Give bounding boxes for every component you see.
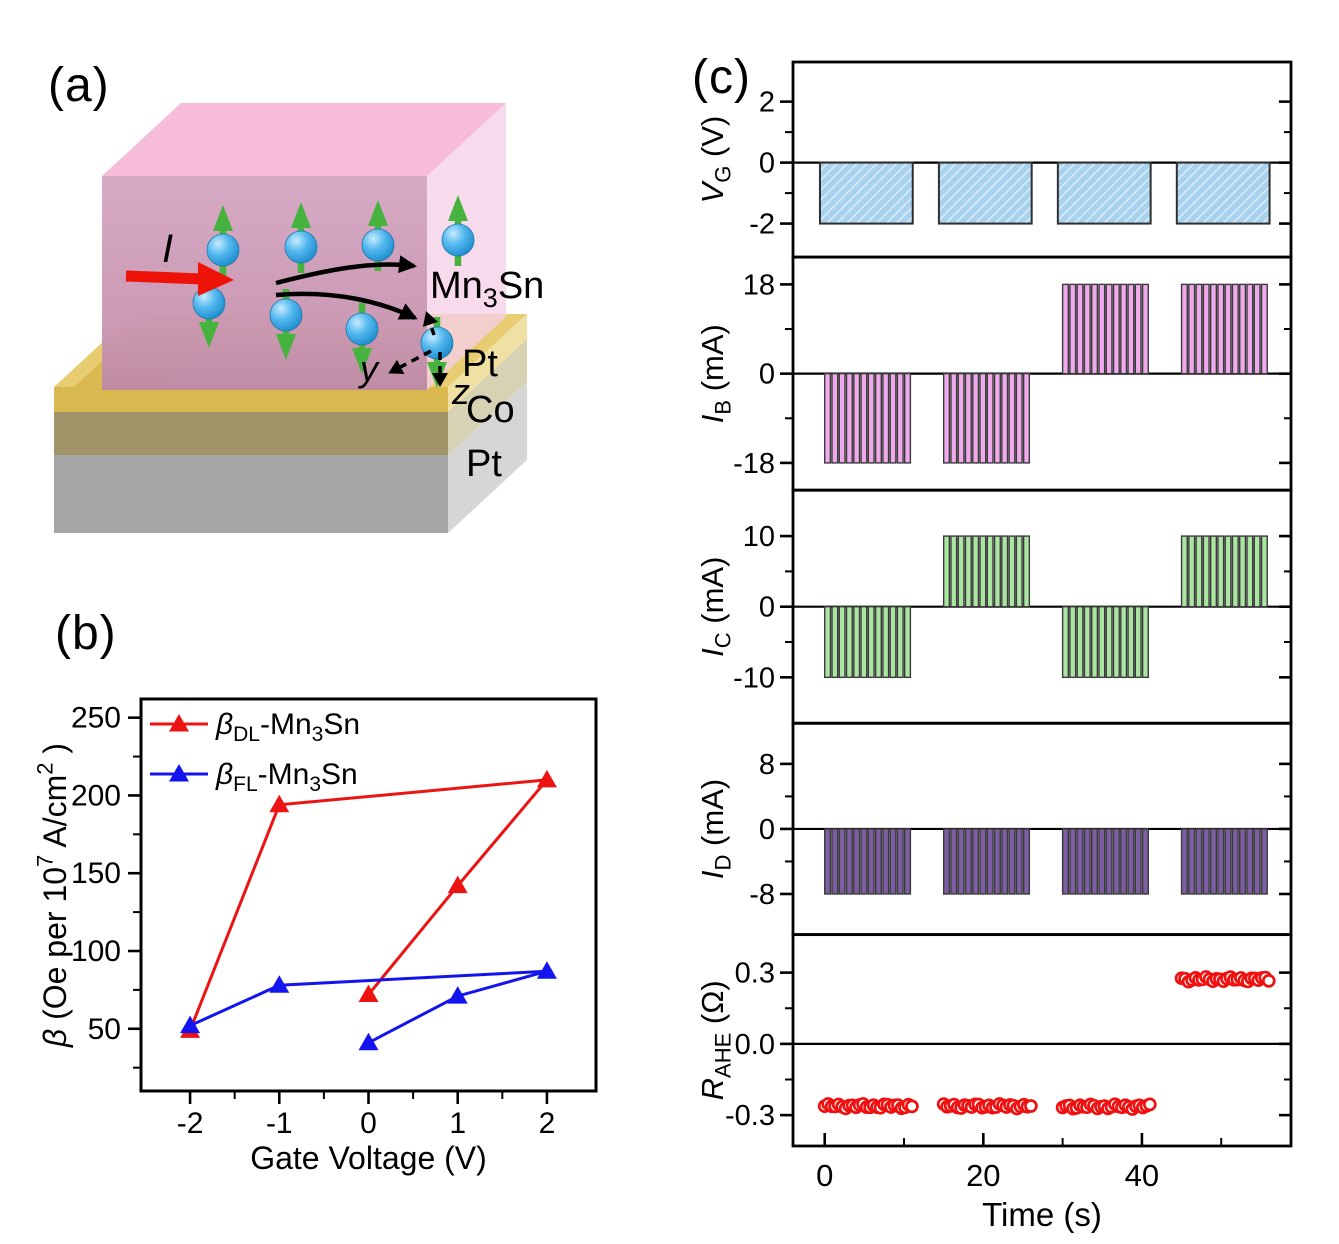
id-subpanel: 8 0 -8 ID (mA) (695, 721, 1293, 937)
svg-text:18: 18 (743, 269, 775, 301)
svg-text:2: 2 (539, 1107, 556, 1140)
svg-text:100: 100 (71, 935, 121, 968)
vg-subpanel: 2 0 -2 VG (V) (695, 60, 1293, 259)
ib-ylabel: IB (mA) (695, 324, 735, 423)
svg-text:-2: -2 (749, 209, 775, 241)
panel-c-xlabel: Time (s) (982, 1196, 1102, 1233)
layer-label-pt-top: Pt (462, 343, 498, 385)
co-layer-right (448, 339, 527, 455)
svg-text:150: 150 (71, 857, 121, 890)
svg-text:0: 0 (360, 1107, 377, 1140)
panel-b-ylabel: β (Oe per 107 A/cm2 ) (33, 743, 73, 1048)
panel-c-time-axis: 0 20 40 Time (s) (816, 1133, 1223, 1233)
svg-text:-0.3: -0.3 (725, 1100, 775, 1132)
ic-ylabel: IC (mA) (695, 557, 735, 657)
panel-b-series-0 (180, 769, 557, 1038)
deflection-arrow-down-icon (275, 291, 418, 321)
panel-b-label: (b) (55, 607, 117, 660)
layer-label-co: Co (466, 389, 515, 431)
svg-text:-18: -18 (733, 448, 775, 480)
svg-text:50: 50 (88, 1013, 121, 1046)
panel-c-label: (c) (692, 51, 751, 104)
svg-text:0: 0 (759, 592, 775, 624)
svg-text:-2: -2 (177, 1107, 204, 1140)
rahe-ylabel: RAHE (Ω) (695, 980, 735, 1100)
current-label: I (162, 227, 173, 271)
svg-text:200: 200 (71, 779, 121, 812)
axis-y-dashed-icon (388, 349, 432, 374)
svg-text:0.3: 0.3 (735, 958, 775, 990)
pt-bottom-layer-front (54, 455, 448, 533)
svg-text:-10: -10 (733, 662, 775, 694)
svg-text:0.0: 0.0 (735, 1029, 775, 1061)
axis-up-dashed-icon (422, 311, 439, 336)
deflection-arrow-up-icon (275, 255, 417, 286)
current-arrowhead-icon (198, 262, 234, 296)
mn3sn-box-top (102, 103, 506, 176)
axis-y-label: y (357, 348, 380, 389)
svg-text:10: 10 (743, 521, 775, 553)
svg-text:0: 0 (816, 1158, 833, 1193)
svg-text:20: 20 (966, 1158, 1000, 1193)
svg-text:0: 0 (759, 148, 775, 180)
svg-text:40: 40 (1125, 1158, 1159, 1193)
panel-b-legend: βDL-Mn3Sn βFL-Mn3Sn (150, 708, 360, 796)
axis-z-label: z (451, 371, 470, 412)
panel-b-series-1 (180, 961, 557, 1051)
pt-bottom-layer-right (448, 382, 527, 533)
current-arrow-icon (125, 270, 203, 285)
pt-top-layer-front (54, 387, 448, 412)
mn3sn-box-front (102, 176, 427, 390)
svg-text:250: 250 (71, 702, 121, 735)
ib-subpanel: 18 0 -18 IB (mA) (695, 255, 1293, 492)
svg-text:0: 0 (759, 359, 775, 391)
panel-b-legend-entry-0: βDL-Mn3Sn (215, 708, 360, 746)
id-ylabel: ID (mA) (695, 779, 735, 879)
ic-subpanel: 10 0 -10 IC (mA) (695, 488, 1293, 725)
svg-text:2: 2 (759, 87, 775, 119)
panel-b-legend-entry-1: βFL-Mn3Sn (215, 758, 358, 796)
svg-text:-1: -1 (266, 1107, 293, 1140)
svg-text:8: 8 (759, 749, 775, 781)
pt-top-layer-right (448, 314, 527, 412)
co-layer-front (54, 412, 448, 455)
layer-label-mn3sn: Mn3Sn (430, 265, 544, 313)
svg-text:0: 0 (759, 814, 775, 846)
panel-b-xlabel: Gate Voltage (V) (250, 1140, 487, 1176)
vg-ylabel: VG (V) (695, 116, 735, 204)
layer-label-pt-bottom: Pt (466, 443, 502, 485)
svg-text:1: 1 (449, 1107, 466, 1140)
panel-a-label: (a) (48, 59, 110, 112)
svg-text:-8: -8 (749, 879, 775, 911)
